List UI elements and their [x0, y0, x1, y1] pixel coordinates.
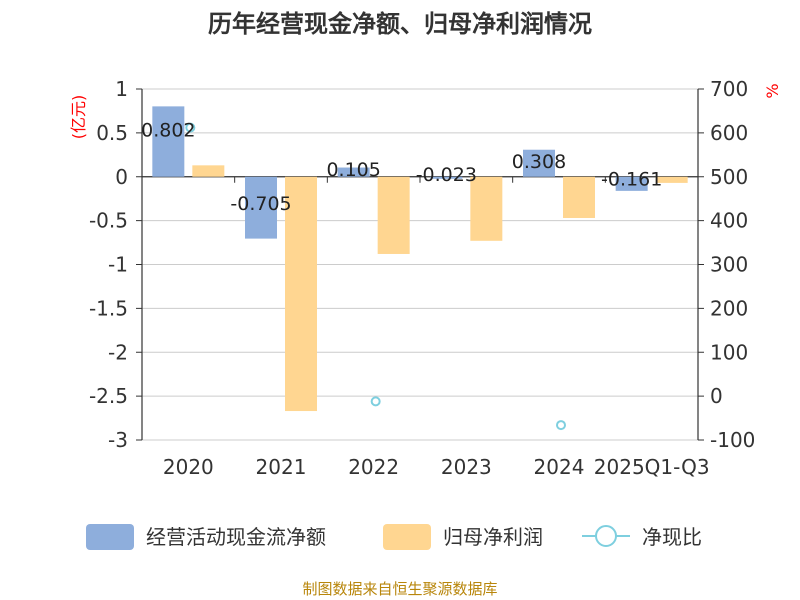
data-labels: 0.802 -0.705 0.105 -0.023 0.308 -0.161 — [141, 119, 662, 215]
legend-label-net-profit: 归母净利润 — [443, 525, 543, 549]
gridlines — [142, 88, 698, 441]
cashflow-data-label: -0.705 — [230, 193, 291, 215]
left-tick-label: -3 — [108, 428, 128, 452]
category-label: 2020 — [163, 455, 214, 479]
right-tick-label: 400 — [710, 209, 748, 233]
cashflow-data-label: -0.161 — [601, 169, 662, 191]
category-label: 2021 — [256, 455, 307, 479]
category-label: 2024 — [534, 455, 585, 479]
right-tick-label: 500 — [710, 165, 748, 189]
net-profit-bar — [377, 176, 410, 254]
cashflow-bar — [615, 176, 648, 191]
net-profit-bar — [192, 165, 225, 177]
left-tick-label: -1 — [108, 253, 128, 277]
cashflow-bar — [245, 176, 277, 239]
left-tick-label: 1 — [115, 77, 128, 101]
net-profit-bar — [470, 176, 503, 241]
cashflow-data-label: 0.308 — [512, 151, 566, 173]
legend-marker-ratio — [595, 525, 617, 547]
cashflow-bar — [430, 176, 463, 179]
scatter-points — [185, 122, 566, 431]
cashflow-bar — [337, 167, 370, 177]
cashflow-bar — [152, 106, 185, 177]
cashflow-data-label: 0.802 — [141, 119, 195, 141]
legend-label-ratio: 净现比 — [642, 525, 702, 549]
legend-swatch-net-profit — [383, 524, 431, 550]
right-tick-label: 200 — [710, 296, 748, 320]
left-tick-label: 0.5 — [96, 121, 128, 145]
left-axis-unit: (亿元) — [69, 95, 88, 140]
legend-label-cashflow: 经营活动现金流净额 — [146, 525, 326, 549]
ratio-point — [370, 396, 381, 407]
left-tick-label: -2.5 — [89, 384, 128, 408]
right-tick-label: 100 — [710, 340, 748, 364]
legend-swatch-cashflow — [86, 524, 134, 550]
ratio-point — [185, 122, 196, 133]
right-tick-label: 300 — [710, 253, 748, 277]
source-note: 制图数据来自恒生聚源数据库 — [302, 580, 497, 598]
left-tick-label: -0.5 — [89, 209, 128, 233]
ratio-point — [556, 420, 566, 431]
cashflow-data-label: -0.023 — [416, 164, 477, 186]
net-profit-bar — [655, 176, 688, 183]
category-label: 2022 — [348, 455, 399, 479]
bars — [152, 106, 688, 412]
right-tick-label: 700 — [710, 77, 748, 101]
category-label: 2025Q1-Q3 — [594, 455, 710, 479]
category-label: 2023 — [441, 455, 492, 479]
left-tick-label: 0 — [115, 165, 128, 189]
chart-title: 历年经营现金净额、归母净利润情况 — [208, 10, 592, 38]
net-profit-bar — [285, 176, 317, 412]
cashflow-bar — [523, 149, 555, 177]
legend: 经营活动现金流净额 归母净利润 净现比 — [86, 524, 702, 550]
net-profit-bar — [563, 176, 595, 218]
left-tick-label: -1.5 — [89, 296, 128, 320]
left-tick-label: -2 — [108, 340, 128, 364]
cashflow-data-label: 0.105 — [326, 159, 380, 181]
axes: 1 0.5 0 -0.5 -1 -1.5 -2 -2.5 -3 700 600 500 400 300 20… — [89, 77, 755, 479]
right-axis-unit: % — [763, 83, 782, 98]
right-tick-label: 0 — [710, 384, 723, 408]
right-tick-label: 600 — [710, 121, 748, 145]
right-tick-label: -100 — [710, 428, 755, 452]
